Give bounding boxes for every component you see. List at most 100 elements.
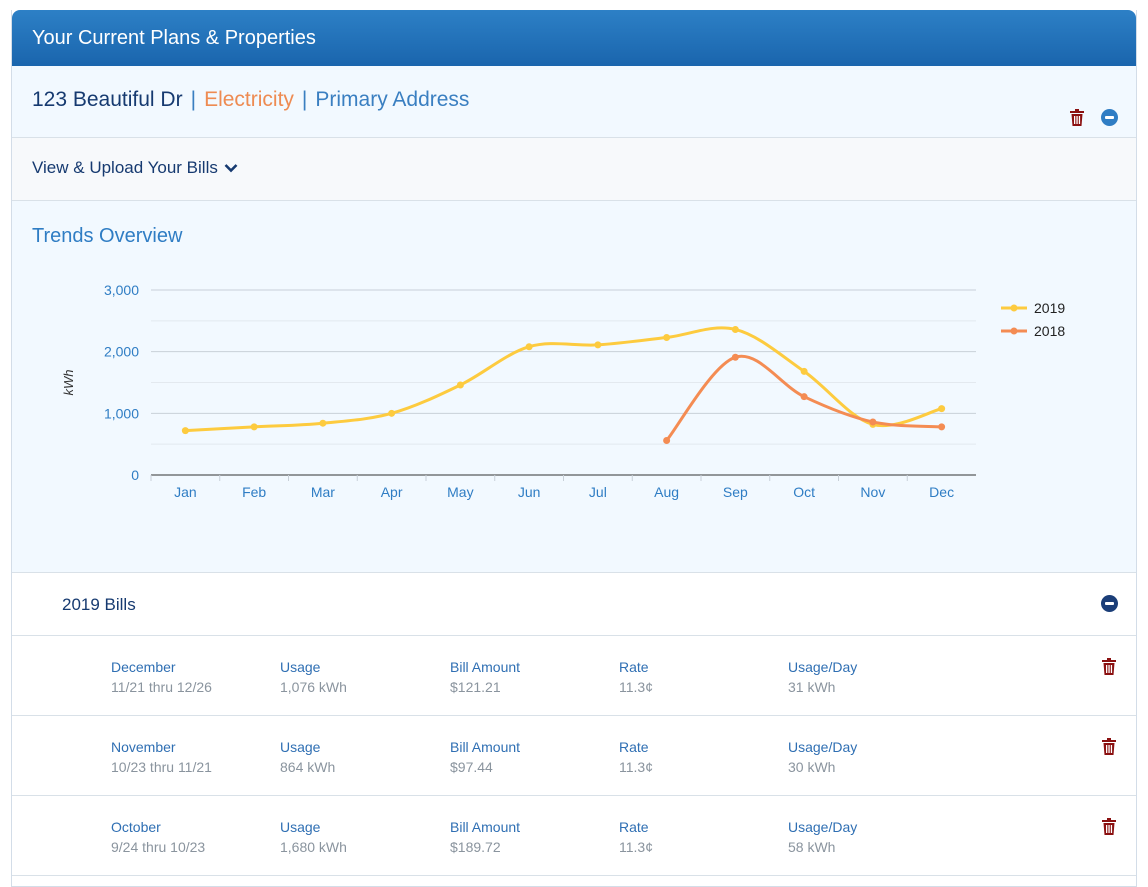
- title-separator: |: [190, 88, 197, 111]
- data-point-2019: [388, 409, 396, 417]
- x-tick-label: Jun: [518, 484, 541, 500]
- rate-value: 11.3¢: [619, 839, 653, 855]
- utility-type: Electricity: [204, 88, 294, 111]
- data-point-2019: [731, 325, 739, 333]
- amount-value: $97.44: [450, 759, 493, 775]
- bill-row: December 11/21 thru 12/26 Usage 1,076 kW…: [12, 636, 1136, 716]
- rate-label: Rate: [619, 739, 649, 755]
- x-tick-label: Nov: [860, 484, 885, 500]
- usage-per-day-label: Usage/Day: [788, 819, 858, 835]
- usage-per-day-value: 31 kWh: [788, 679, 836, 695]
- property-address: 123 Beautiful Dr: [32, 88, 183, 111]
- plans-panel: Your Current Plans & Properties 123 Beau…: [11, 10, 1137, 887]
- data-point-2019: [456, 381, 464, 389]
- amount-label: Bill Amount: [450, 659, 521, 675]
- legend-label: 2019: [1034, 300, 1065, 316]
- data-point-2018: [938, 423, 946, 431]
- series-line-2019: [183, 326, 944, 433]
- collapse-property-minus-icon[interactable]: [1101, 109, 1118, 126]
- legend-marker: [1010, 327, 1018, 335]
- usage-per-day-label: Usage/Day: [788, 739, 858, 755]
- bill-usage: Usage 1,076 kWh: [280, 657, 347, 697]
- trends-section: Trends Overview 0 1,000 2,000 3,000 kWh Jan Fe…: [12, 201, 1136, 573]
- data-point-2018: [731, 353, 739, 361]
- usage-value: 1,076 kWh: [280, 679, 347, 695]
- delete-property-trash-icon[interactable]: [1070, 109, 1084, 126]
- bill-period: November 10/23 thru 11/21: [111, 737, 212, 777]
- x-tick-label: May: [447, 484, 473, 500]
- usage-value: 864 kWh: [280, 759, 336, 775]
- x-tick-label: Mar: [311, 484, 335, 500]
- data-point-2018: [663, 436, 671, 444]
- x-tick-label: Oct: [793, 484, 815, 500]
- panel-header: Your Current Plans & Properties: [12, 10, 1136, 66]
- trends-title: Trends Overview: [32, 225, 183, 247]
- bill-amount: Bill Amount $97.44: [450, 737, 520, 777]
- usage-per-day-label: Usage/Day: [788, 659, 858, 675]
- y-tick-label: 1,000: [104, 405, 139, 421]
- collapse-bills-minus-icon[interactable]: [1101, 595, 1118, 612]
- bill-amount: Bill Amount $121.21: [450, 657, 520, 697]
- delete-bill-trash-icon[interactable]: [1102, 738, 1116, 755]
- title-separator: |: [301, 88, 308, 111]
- data-point-2019: [594, 341, 602, 349]
- bills-header: 2019 Bills: [12, 573, 1136, 636]
- x-tick-label: Apr: [381, 484, 403, 500]
- x-tick-label: Feb: [242, 484, 266, 500]
- bill-month: November: [111, 739, 176, 755]
- x-tick-label: Aug: [654, 484, 679, 500]
- bill-row: November 10/23 thru 11/21 Usage 864 kWh …: [12, 716, 1136, 796]
- y-tick-label: 2,000: [104, 344, 139, 360]
- x-tick-label: Jan: [174, 484, 197, 500]
- x-tick-label: Jul: [589, 484, 607, 500]
- usage-label: Usage: [280, 819, 321, 835]
- data-point-2019: [525, 343, 533, 351]
- usage-label: Usage: [280, 739, 321, 755]
- bill-date-range: 9/24 thru 10/23: [111, 839, 206, 855]
- bill-usage-per-day: Usage/Day 30 kWh: [788, 737, 857, 777]
- bill-usage-per-day: Usage/Day 31 kWh: [788, 657, 857, 697]
- bill-usage: Usage 864 kWh: [280, 737, 335, 777]
- upload-row: View & Upload Your Bills: [12, 138, 1136, 201]
- rate-value: 11.3¢: [619, 759, 653, 775]
- bill-usage-per-day: Usage/Day 58 kWh: [788, 817, 857, 857]
- amount-value: $121.21: [450, 679, 501, 695]
- data-point-2019: [181, 427, 189, 435]
- amount-value: $189.72: [450, 839, 501, 855]
- data-point-2019: [938, 405, 946, 413]
- chevron-down-icon: [224, 164, 238, 173]
- delete-bill-trash-icon[interactable]: [1102, 818, 1116, 835]
- data-point-2019: [319, 419, 327, 427]
- rate-label: Rate: [619, 659, 649, 675]
- bill-date-range: 10/23 thru 11/21: [111, 759, 212, 775]
- bills-title: 2019 Bills: [62, 595, 136, 614]
- property-row: 123 Beautiful Dr | Electricity | Primary Add…: [12, 66, 1136, 138]
- panel-title: Your Current Plans & Properties: [32, 27, 316, 49]
- address-type: Primary Address: [315, 88, 470, 111]
- y-axis-label: kWh: [61, 370, 76, 396]
- property-title: 123 Beautiful Dr | Electricity | Primary Add…: [32, 88, 469, 112]
- legend-label: 2018: [1034, 323, 1065, 339]
- y-tick-label: 0: [131, 467, 139, 483]
- usage-value: 1,680 kWh: [280, 839, 347, 855]
- usage-label: Usage: [280, 659, 321, 675]
- bill-list: December 11/21 thru 12/26 Usage 1,076 kW…: [12, 636, 1136, 876]
- bill-date-range: 11/21 thru 12/26: [111, 679, 212, 695]
- bill-month: October: [111, 819, 161, 835]
- rate-value: 11.3¢: [619, 679, 653, 695]
- data-point-2019: [800, 367, 808, 375]
- bill-rate: Rate 11.3¢: [619, 657, 653, 697]
- delete-bill-trash-icon[interactable]: [1102, 658, 1116, 675]
- amount-label: Bill Amount: [450, 819, 521, 835]
- x-tick-label: Sep: [723, 484, 748, 500]
- data-point-2018: [869, 418, 877, 426]
- view-upload-bills-toggle[interactable]: View & Upload Your Bills: [32, 158, 238, 178]
- x-tick-label: Dec: [929, 484, 954, 500]
- y-tick-label: 3,000: [104, 282, 139, 298]
- usage-trend-chart: 0 1,000 2,000 3,000 kWh Jan Feb Mar Apr May Jun Jul…: [61, 282, 1065, 500]
- bill-period: October 9/24 thru 10/23: [111, 817, 205, 857]
- legend-marker: [1010, 304, 1018, 312]
- usage-per-day-value: 30 kWh: [788, 759, 836, 775]
- data-point-2019: [250, 423, 258, 431]
- bill-usage: Usage 1,680 kWh: [280, 817, 347, 857]
